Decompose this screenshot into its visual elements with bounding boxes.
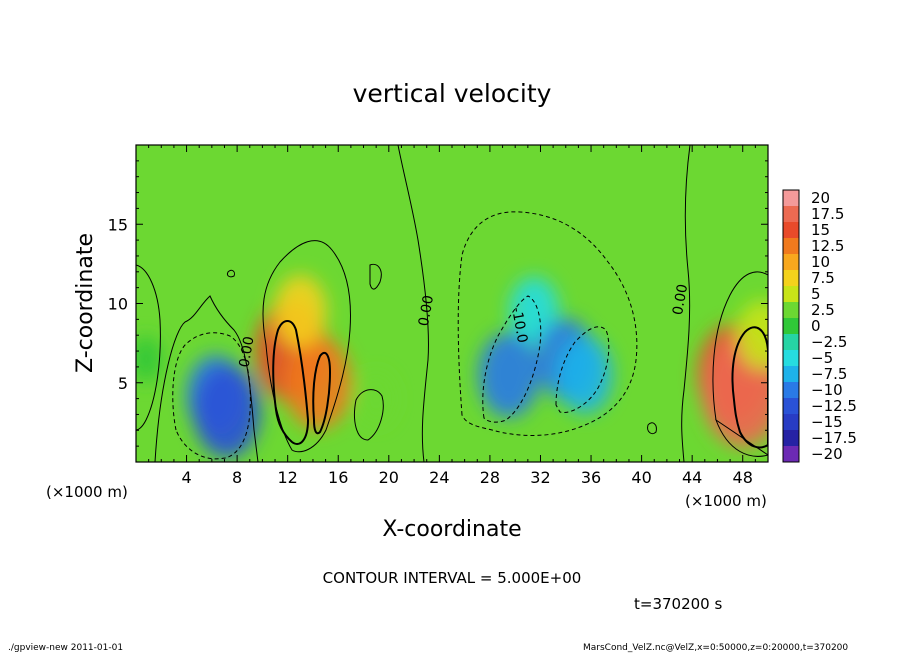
colorbar-cell <box>783 366 799 382</box>
y-axis: 5 10 15 <box>108 160 768 447</box>
x-tick-label: 28 <box>480 468 500 487</box>
contour-zero-mid <box>397 145 430 462</box>
x-tick-label: 8 <box>232 468 242 487</box>
colorbar-cell <box>783 286 799 302</box>
contour-small-loop-4 <box>227 269 235 278</box>
colorbar-label: −5 <box>811 349 833 367</box>
x-tick-label: 12 <box>278 468 298 487</box>
colorbar-label: 12.5 <box>811 237 844 255</box>
colorbar-label: −20 <box>811 445 843 463</box>
field-blob <box>478 332 540 418</box>
contour-dashed-core-1 <box>482 295 542 423</box>
x-axis: 4 8 12 16 20 24 28 32 36 40 44 48 <box>148 145 756 487</box>
contour-thin-red-right <box>712 271 768 457</box>
contour-zero-left <box>154 295 259 462</box>
colorbar-label: −7.5 <box>811 365 847 383</box>
x-tick-label: 44 <box>682 468 702 487</box>
contour-zero-right <box>681 145 691 462</box>
colorbar-cell <box>783 334 799 350</box>
colorbar-label: −2.5 <box>811 333 847 351</box>
field-blob <box>557 336 613 414</box>
y-axis-label: Z-coordinate <box>73 233 98 373</box>
field-blob <box>274 274 327 348</box>
colorbar-label: 7.5 <box>811 269 835 287</box>
colorbar-cell <box>783 254 799 270</box>
colorbar-label: −17.5 <box>811 429 857 447</box>
colorbar-label: 15 <box>811 221 830 239</box>
contour-solid-red-left-2 <box>312 351 332 435</box>
colorbar-cell <box>783 398 799 414</box>
contour-solid-red-right <box>731 326 768 449</box>
contour-small-loop-2 <box>354 389 384 441</box>
colorbar-label: −12.5 <box>811 397 857 415</box>
contour-small-loop-1 <box>369 263 382 290</box>
x-tick-label: 40 <box>631 468 651 487</box>
colorbar-cell <box>783 430 799 446</box>
colorbar-frame <box>782 189 800 463</box>
y-tick-label: 5 <box>118 374 128 393</box>
colorbar: 2017.51512.5107.552.50−2.5−5−7.5−10−12.5… <box>782 189 857 463</box>
contour-solid-red-left <box>272 320 310 445</box>
heatmap-field: 0.00 0.00 -10.0 0.00 <box>136 145 768 462</box>
contour-thin-red-edge <box>136 264 161 431</box>
contour-label: 0.00 <box>236 335 257 368</box>
footer-left: ./gpview-new 2011-01-01 <box>8 643 123 653</box>
footer-right: MarsCond_VelZ.nc@VelZ,x=0:50000,z=0:2000… <box>583 643 848 653</box>
x-unit-label-right: (×1000 m) <box>685 492 767 510</box>
x-unit-label-left: (×1000 m) <box>46 483 128 501</box>
x-tick-label: 16 <box>328 468 348 487</box>
colorbar-label: −15 <box>811 413 843 431</box>
colorbar-cell <box>783 222 799 238</box>
colorbar-cell <box>783 206 799 222</box>
contour-label: -10.0 <box>508 306 530 344</box>
chart-title: vertical velocity <box>353 79 552 108</box>
field-blob <box>136 336 163 382</box>
colorbar-label: 5 <box>811 285 821 303</box>
x-tick-label: 36 <box>581 468 601 487</box>
contour-label: 0.00 <box>416 294 437 327</box>
y-tick-label: 10 <box>108 295 128 314</box>
colorbar-cell <box>783 414 799 430</box>
field-blob <box>284 336 352 430</box>
x-tick-label: 32 <box>530 468 550 487</box>
contour-dashed-blue-right <box>457 211 638 436</box>
colorbar-cell <box>783 238 799 254</box>
contour-dashed-core-2 <box>555 326 610 414</box>
x-tick-label: 4 <box>181 468 191 487</box>
colorbar-cell <box>783 446 799 462</box>
colorbar-cell <box>783 302 799 318</box>
colorbar-cell <box>783 318 799 334</box>
colorbar-cell <box>783 190 799 206</box>
colorbar-label: 17.5 <box>811 205 844 223</box>
contour-label: 0.00 <box>670 283 691 316</box>
x-axis-label: X-coordinate <box>382 517 521 542</box>
field-blob <box>736 300 768 370</box>
colorbar-label: −10 <box>811 381 843 399</box>
colorbar-label: 20 <box>811 189 830 207</box>
contour-small-loop-3 <box>647 422 657 435</box>
field-blob <box>357 372 396 426</box>
colorbar-cell <box>783 382 799 398</box>
x-tick-label: 24 <box>429 468 449 487</box>
x-tick-label: 20 <box>379 468 399 487</box>
colorbar-cell <box>783 350 799 366</box>
field-blob <box>193 364 261 458</box>
time-text: t=370200 s <box>634 595 722 613</box>
contour-thin-left-blob <box>262 240 351 453</box>
colorbar-label: 0 <box>811 317 821 335</box>
colorbar-cell <box>783 270 799 286</box>
x-tick-label: 48 <box>733 468 753 487</box>
colorbar-label: 2.5 <box>811 301 835 319</box>
contour-interval-text: CONTOUR INTERVAL = 5.000E+00 <box>323 569 582 587</box>
y-tick-label: 15 <box>108 215 128 234</box>
colorbar-label: 10 <box>811 253 830 271</box>
